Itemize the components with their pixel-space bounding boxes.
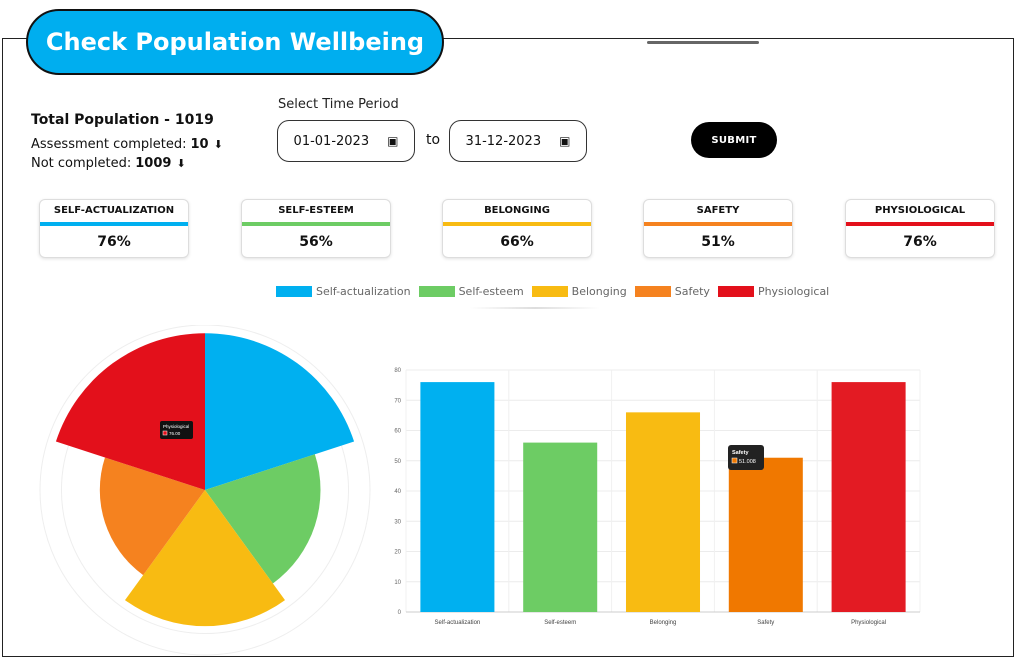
polar-tooltip-swatch	[162, 430, 168, 436]
to-label: to	[426, 132, 441, 148]
legend-item[interactable]: Belonging	[531, 285, 627, 298]
total-population: Total Population - 1019	[31, 112, 223, 128]
polar-tooltip-value: 76.00	[169, 431, 181, 436]
polar-area-chart: Physiological 76.00	[39, 325, 371, 656]
bar-chart: 0 10 20 30 40 50 60 70 80 Self-actualization Self-…	[394, 368, 921, 626]
legend-item[interactable]: Self-actualization	[276, 285, 411, 298]
legend-swatch	[276, 286, 312, 297]
bar-tooltip-value: 51.008	[739, 459, 756, 465]
y-tick-label: 0	[398, 610, 402, 616]
page-title: Check Population Wellbeing	[26, 9, 444, 75]
polar-tooltip: Physiological 76.00	[160, 421, 193, 439]
legend-divider	[470, 307, 600, 309]
legend-swatch	[717, 286, 754, 297]
score-card-value: 66%	[500, 234, 534, 250]
polar-segment-self-actualization[interactable]	[205, 333, 355, 490]
download-not-completed-icon[interactable]: ⬇	[176, 157, 186, 170]
score-card-self-actualization: SELF-ACTUALIZATION 76%	[39, 199, 189, 258]
legend-item[interactable]: Safety	[634, 285, 710, 298]
y-tick-label: 70	[394, 398, 401, 404]
score-card-physiological: PHYSIOLOGICAL 76%	[845, 199, 995, 258]
legend-item[interactable]: Self-esteem	[418, 285, 524, 298]
bar-tooltip: Safety 51.008	[728, 445, 764, 470]
x-tick-label: Self-actualization	[435, 620, 481, 626]
y-tick-label: 80	[394, 368, 401, 374]
legend-swatch	[634, 286, 671, 297]
decorative-line	[647, 41, 759, 44]
legend-swatch	[531, 286, 568, 297]
assessment-completed-label: Assessment completed:	[31, 137, 187, 152]
score-card-color-bar	[40, 222, 188, 226]
not-completed-row: Not completed: 1009 ⬇	[31, 156, 223, 171]
legend-item[interactable]: Physiological	[717, 285, 830, 298]
legend-label: Belonging	[571, 285, 627, 298]
score-card-safety: SAFETY 51%	[643, 199, 793, 258]
score-card-value: 51%	[701, 234, 735, 250]
bar-self-esteem[interactable]	[523, 442, 598, 612]
x-tick-label: Safety	[757, 620, 774, 626]
start-date-input[interactable]: 01-01-2023 ▣	[277, 120, 415, 162]
score-card-self-esteem: SELF-ESTEEM 56%	[241, 199, 391, 258]
assessment-completed-row: Assessment completed: 10 ⬇	[31, 137, 223, 152]
y-tick-label: 20	[394, 550, 401, 556]
score-card-title: PHYSIOLOGICAL	[874, 205, 966, 216]
score-card-belonging: BELONGING 66%	[442, 199, 592, 258]
start-date-value: 01-01-2023	[293, 133, 370, 149]
score-card-color-bar	[242, 222, 390, 226]
bar-safety[interactable]	[728, 457, 803, 612]
legend-label: Safety	[674, 285, 710, 298]
polar-segment-belonging[interactable]	[124, 490, 286, 627]
calendar-icon[interactable]: ▣	[387, 134, 399, 148]
bar-tooltip-swatch	[731, 457, 738, 464]
bar-tooltip-label: Safety	[732, 450, 749, 456]
bar-tooltip-box	[728, 445, 764, 470]
score-card-color-bar	[846, 222, 994, 226]
score-card-color-bar	[644, 222, 792, 226]
polar-segment-self-esteem[interactable]	[205, 454, 321, 584]
y-tick-label: 30	[394, 519, 401, 525]
bar-physiological[interactable]	[831, 382, 906, 612]
polar-tooltip-label: Physiological	[163, 424, 189, 429]
content-frame	[2, 38, 1014, 657]
not-completed-value: 1009	[135, 156, 172, 171]
score-card-value: 56%	[299, 234, 333, 250]
chart-legend: Self-actualization Self-esteem Belonging Sa…	[276, 285, 829, 298]
legend-label: Physiological	[757, 285, 830, 298]
end-date-value: 31-12-2023	[465, 133, 542, 149]
y-tick-label: 40	[394, 489, 401, 495]
score-card-title: SELF-ESTEEM	[278, 205, 354, 216]
score-card-title: SAFETY	[696, 205, 740, 216]
total-population-label: Total Population -	[31, 112, 175, 128]
polar-segment-physiological[interactable]	[55, 333, 205, 490]
x-tick-label: Belonging	[650, 620, 677, 626]
legend-label: Self-actualization	[316, 285, 411, 298]
y-tick-label: 10	[394, 580, 401, 586]
score-card-title: BELONGING	[484, 205, 550, 216]
end-date-input[interactable]: 31-12-2023 ▣	[449, 120, 587, 162]
polar-tooltip-box	[160, 421, 193, 439]
bar-belonging[interactable]	[625, 412, 701, 612]
legend-swatch	[418, 286, 455, 297]
x-tick-label: Self-esteem	[544, 620, 576, 626]
calendar-icon[interactable]: ▣	[559, 134, 571, 148]
assessment-completed-value: 10	[190, 137, 209, 152]
total-population-value: 1019	[174, 112, 214, 128]
submit-button[interactable]: SUBMIT	[691, 122, 777, 158]
y-tick-label: 50	[394, 459, 401, 465]
not-completed-label: Not completed:	[31, 156, 132, 171]
score-card-value: 76%	[903, 234, 937, 250]
score-card-color-bar	[443, 222, 591, 226]
bar-self-actualization[interactable]	[420, 382, 495, 612]
polar-grid-ring	[39, 325, 371, 656]
x-tick-label: Physiological	[851, 620, 886, 626]
score-card-value: 76%	[97, 234, 131, 250]
legend-label: Self-esteem	[458, 285, 524, 298]
score-card-title: SELF-ACTUALIZATION	[53, 205, 175, 216]
y-tick-label: 60	[394, 429, 401, 435]
population-summary: Total Population - 1019 Assessment compl…	[31, 112, 223, 175]
polar-segment-safety[interactable]	[99, 457, 205, 576]
download-completed-icon[interactable]: ⬇	[213, 138, 223, 151]
time-period-label: Select Time Period	[278, 97, 399, 112]
